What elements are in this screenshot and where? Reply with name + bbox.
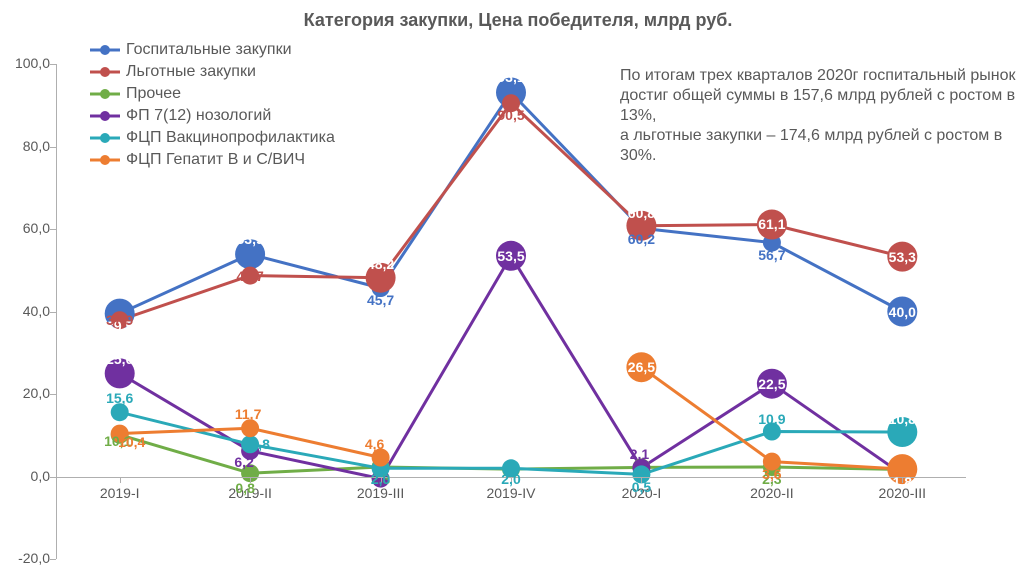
legend-item: Госпитальные закупки — [90, 40, 335, 60]
data-label: 1,8 — [893, 474, 912, 490]
data-label: 90,5 — [497, 107, 524, 123]
series-line — [120, 103, 903, 320]
data-label: 0,8 — [235, 480, 254, 496]
data-label: 48,7 — [237, 268, 264, 284]
data-label: 60,8 — [628, 205, 655, 221]
y-axis — [56, 64, 57, 559]
y-tick-label: 80,0 — [0, 138, 50, 154]
data-label: 25,0 — [106, 351, 133, 367]
series-line — [120, 256, 903, 479]
y-tick-label: 20,0 — [0, 385, 50, 401]
data-label: 53,5 — [497, 248, 524, 264]
y-tick-label: 60,0 — [0, 220, 50, 236]
data-label: 37,9 — [106, 312, 133, 328]
data-label: 11,7 — [235, 406, 261, 422]
data-label: 60,2 — [628, 231, 655, 247]
data-label: 2,1 — [630, 446, 649, 462]
legend-label: Госпитальные закупки — [126, 41, 292, 59]
data-label: 53,9 — [237, 231, 264, 247]
data-label: 6,2 — [234, 454, 253, 470]
data-label: 15,6 — [106, 390, 133, 406]
y-tick-label: 0,0 — [0, 468, 50, 484]
data-label: 22,5 — [758, 376, 785, 392]
data-label: 10,9 — [758, 411, 785, 427]
data-label: 3,6 — [762, 466, 781, 482]
data-label: 61,1 — [758, 216, 785, 232]
data-label: 26,5 — [628, 359, 655, 375]
plot-area: -20,00,020,040,060,080,0100,02019-I2019-… — [56, 64, 966, 559]
x-tick-label: 2019-I — [80, 485, 160, 501]
data-label: 0,5 — [632, 479, 651, 495]
data-label: 93,1 — [497, 69, 524, 85]
chart-container: Категория закупки, Цена победителя, млрд… — [0, 0, 1036, 578]
data-label: 7,8 — [250, 436, 269, 452]
data-label: 40,0 — [889, 304, 916, 320]
y-tick-label: 100,0 — [0, 55, 50, 71]
y-tick-label: -20,0 — [0, 550, 50, 566]
data-label: 4,6 — [365, 436, 384, 452]
y-tick-label: 40,0 — [0, 303, 50, 319]
data-label: 2,0 — [371, 471, 390, 487]
data-label: 48,2 — [367, 256, 394, 272]
data-label: 56,7 — [758, 247, 785, 263]
data-label: 10,8 — [889, 411, 916, 427]
data-label: 53,3 — [889, 249, 916, 265]
data-label: 10,4 — [118, 434, 145, 450]
legend-swatch — [90, 40, 120, 60]
data-label: 45,7 — [367, 292, 394, 308]
chart-title: Категория закупки, Цена победителя, млрд… — [0, 10, 1036, 31]
data-label: 2,0 — [501, 471, 520, 487]
